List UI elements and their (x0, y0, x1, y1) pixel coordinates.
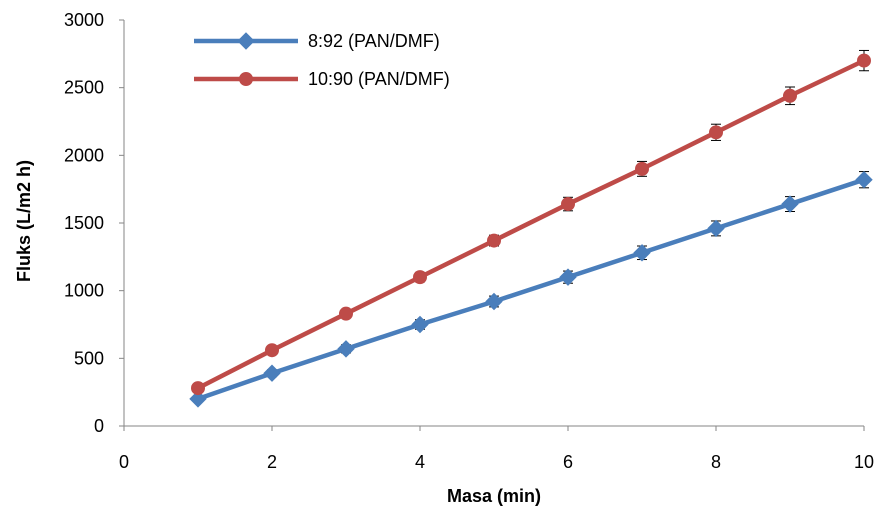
data-point (709, 125, 723, 140)
x-tick-label: 10 (854, 452, 874, 472)
x-tick-label: 8 (711, 452, 721, 472)
x-tick-label: 6 (563, 452, 573, 472)
series-2 (191, 49, 871, 396)
data-point (781, 195, 799, 213)
x-axis-title: Masa (min) (447, 486, 541, 506)
series-1 (189, 170, 873, 408)
y-tick-label: 1500 (64, 213, 104, 233)
legend-label: 8:92 (PAN/DMF) (308, 31, 440, 51)
y-tick-label: 2500 (64, 78, 104, 98)
data-point (855, 170, 873, 189)
data-point (337, 340, 355, 358)
data-point (635, 161, 649, 176)
data-point (633, 244, 651, 262)
legend-marker (239, 72, 253, 86)
data-point (783, 88, 797, 103)
y-tick-label: 2000 (64, 145, 104, 165)
series-line (197, 177, 865, 402)
x-tick-label: 2 (267, 452, 277, 472)
y-tick-label: 0 (94, 416, 104, 436)
data-point (707, 219, 725, 238)
legend-item-2: 10:90 (PAN/DMF) (194, 69, 450, 89)
legend-label: 10:90 (PAN/DMF) (308, 69, 450, 89)
y-axis-title: Fluks (L/m2 h) (14, 160, 34, 282)
data-point (561, 197, 575, 212)
x-tick-label: 0 (119, 452, 129, 472)
y-tick-label: 1000 (64, 281, 104, 301)
legend-item-1: 8:92 (PAN/DMF) (194, 31, 440, 51)
data-point (191, 381, 205, 396)
data-point (189, 390, 207, 408)
data-point (857, 53, 871, 68)
data-point (485, 292, 503, 311)
data-point (263, 364, 281, 382)
x-tick-label: 4 (415, 452, 425, 472)
y-tick-label: 3000 (64, 10, 104, 30)
data-point (487, 233, 501, 248)
data-point (413, 270, 427, 285)
legend-marker (237, 32, 255, 50)
data-point (265, 343, 279, 358)
data-point (339, 306, 353, 321)
data-point (411, 315, 429, 334)
series-line (196, 58, 865, 391)
data-point (559, 268, 577, 286)
y-tick-label: 500 (74, 348, 104, 368)
